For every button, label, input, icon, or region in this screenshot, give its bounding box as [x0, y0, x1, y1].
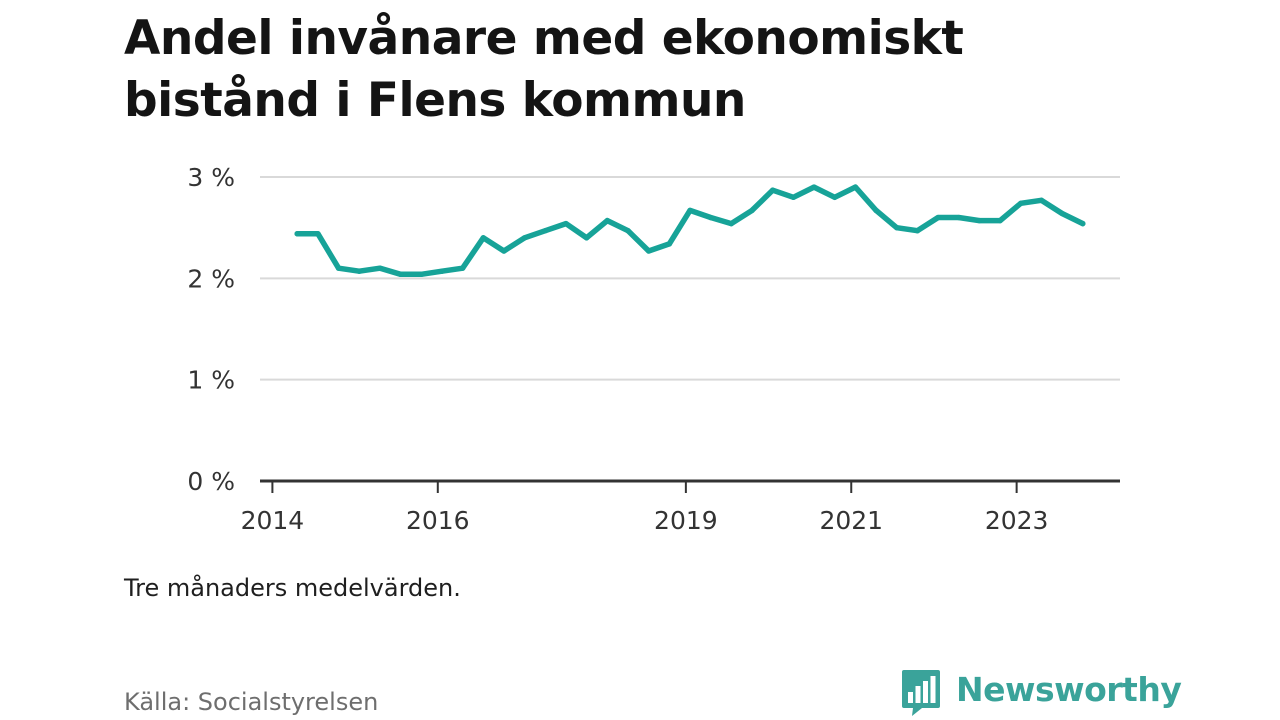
data-point [832, 194, 838, 200]
gridlines [260, 176, 1120, 381]
data-point [935, 214, 941, 221]
x-tick-label: 2014 [241, 506, 305, 535]
data-point [687, 207, 693, 214]
data-point [377, 265, 383, 271]
y-axis-labels: 0 % 1 % 2 % 3 % [187, 163, 235, 496]
y-tick-label: 0 % [187, 467, 235, 496]
data-point [749, 207, 755, 214]
data-point [294, 231, 300, 237]
data-point [1080, 220, 1086, 227]
data-point [583, 235, 590, 241]
data-point [707, 214, 714, 221]
series-line [294, 184, 1086, 278]
data-point [480, 235, 486, 241]
data-point [501, 248, 507, 254]
data-point [315, 231, 321, 237]
data-point [397, 271, 404, 277]
data-point [625, 228, 631, 234]
data-point [1059, 210, 1065, 217]
x-tick-label: 2016 [406, 506, 470, 535]
chart-title: Andel invånare med ekonomiskt bistånd i … [124, 11, 964, 128]
data-point [873, 207, 879, 214]
x-tick-label: 2023 [985, 506, 1049, 535]
x-axis: 2014 2016 2019 2021 2023 [241, 479, 1120, 535]
data-point [418, 271, 424, 277]
data-point [604, 217, 611, 224]
data-point [914, 228, 921, 234]
data-point [335, 265, 342, 271]
data-point [790, 194, 797, 200]
data-point [563, 220, 569, 227]
data-point [728, 220, 735, 227]
data-point [459, 265, 466, 271]
y-tick-label: 2 % [187, 264, 235, 293]
data-point [356, 268, 362, 274]
x-tick-label: 2019 [654, 506, 718, 535]
data-point [852, 184, 859, 190]
data-point [894, 224, 900, 231]
data-point [1018, 200, 1024, 207]
source-credit: Källa: Socialstyrelsen [124, 688, 379, 716]
data-point [976, 217, 983, 224]
data-series [294, 184, 1086, 278]
newsworthy-logo: Newsworthy [900, 668, 1182, 720]
y-tick-label: 1 % [187, 366, 235, 395]
data-point [956, 214, 962, 221]
data-point [666, 241, 673, 247]
data-point [1038, 197, 1045, 204]
newsworthy-logo-icon [902, 670, 940, 716]
data-point [542, 228, 548, 234]
data-point [769, 187, 776, 193]
newsworthy-logo-text: Newsworthy [956, 670, 1182, 709]
data-point [811, 184, 817, 190]
data-point [439, 268, 445, 274]
chart-note: Tre månaders medelvärden. [124, 574, 461, 602]
x-tick-label: 2021 [819, 506, 883, 535]
data-point [997, 217, 1003, 224]
data-point [645, 248, 652, 254]
data-point [521, 235, 528, 241]
y-tick-label: 3 % [187, 163, 235, 192]
